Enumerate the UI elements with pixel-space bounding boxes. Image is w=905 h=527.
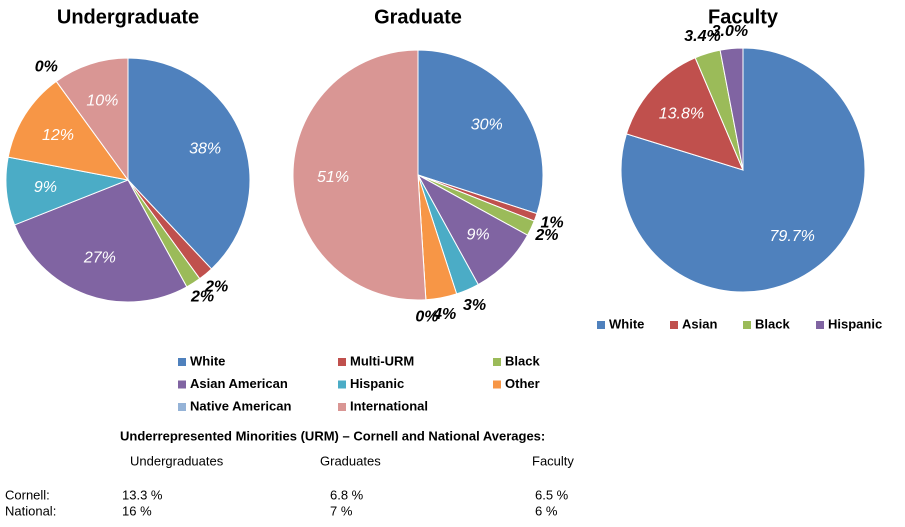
data-label: 27% — [83, 249, 116, 266]
pie-slice — [55, 57, 129, 182]
legend-swatch — [178, 403, 186, 411]
column-header: Undergraduates — [130, 453, 224, 468]
pie-slice — [13, 179, 188, 303]
legend-label: Black — [755, 316, 790, 331]
legend-swatch — [178, 358, 186, 366]
chart-title: Graduate — [374, 6, 462, 28]
data-label: 1% — [541, 214, 564, 231]
data-label: 2% — [204, 278, 228, 295]
data-label: 13.8% — [659, 106, 704, 123]
table-cell: 6 % — [535, 503, 558, 518]
table-cell: National: — [5, 503, 56, 518]
data-label: 12% — [42, 127, 74, 144]
legend-swatch — [178, 380, 186, 389]
legend-label: Asian American — [190, 376, 288, 391]
chart-title: Undergraduate — [57, 6, 199, 28]
legend-swatch — [338, 380, 346, 389]
legend-swatch — [743, 321, 751, 329]
pie-slice — [625, 57, 744, 171]
legend-label: International — [350, 398, 428, 413]
data-label: 51% — [317, 169, 349, 186]
table-cell: Cornell: — [5, 487, 50, 502]
pie-slice — [127, 57, 251, 270]
legend-label: White — [190, 353, 225, 368]
data-label: 3% — [463, 297, 486, 314]
data-label: 79.7% — [770, 228, 815, 245]
legend-swatch — [670, 321, 678, 329]
legend-swatch — [493, 358, 501, 366]
legend-swatch — [338, 403, 346, 411]
pie-slice — [292, 49, 427, 301]
data-label: 38% — [189, 141, 221, 158]
table-cell: 7 % — [330, 503, 353, 518]
legend-label: Black — [505, 353, 540, 368]
legend-label: Multi-URM — [350, 353, 414, 368]
legend-swatch — [493, 380, 501, 389]
legend-label: Asian — [682, 316, 717, 331]
table-cell: 6.5 % — [535, 487, 569, 502]
data-label: 9% — [467, 226, 490, 243]
column-header: Faculty — [532, 453, 574, 468]
data-label: 3.4% — [684, 28, 720, 45]
data-label: 3.0% — [712, 23, 748, 40]
legend-label: White — [609, 316, 644, 331]
data-label: 9% — [34, 179, 57, 196]
chart-title: Faculty — [708, 6, 779, 28]
table-cell: 13.3 % — [122, 487, 163, 502]
column-header: Graduates — [320, 453, 381, 468]
data-label: 2% — [190, 289, 214, 306]
data-label: 30% — [471, 116, 503, 133]
table-title: Underrepresented Minorities (URM) – Corn… — [120, 428, 545, 443]
data-label: 4% — [432, 306, 456, 323]
legend-label: Hispanic — [828, 316, 882, 331]
pie-slice — [7, 80, 130, 181]
pie-slice — [719, 47, 744, 171]
legend-label: Other — [505, 376, 540, 391]
legend-label: Hispanic — [350, 376, 404, 391]
pie-slice — [417, 49, 544, 215]
table-cell: 6.8 % — [330, 487, 364, 502]
legend-swatch — [338, 358, 346, 366]
table-cell: 16 % — [122, 503, 152, 518]
data-label: 10% — [86, 92, 118, 109]
legend-swatch — [816, 321, 824, 329]
data-label: 0% — [415, 308, 438, 325]
data-label: 0% — [35, 59, 58, 76]
legend-label: Native American — [190, 398, 291, 413]
legend-swatch — [597, 321, 605, 329]
data-label: 2% — [534, 227, 558, 244]
